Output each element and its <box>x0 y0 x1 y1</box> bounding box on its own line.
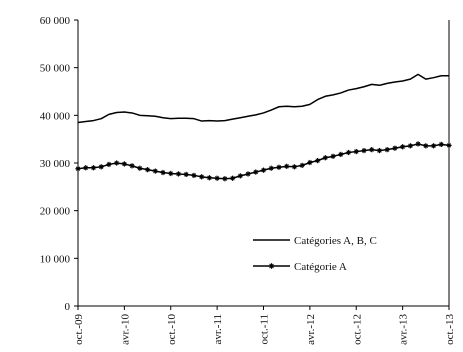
x-tick-label: avr.-10 <box>119 314 131 345</box>
series-1-point <box>369 147 375 153</box>
series-1-point <box>90 165 97 171</box>
y-tick-label: 0 <box>65 301 71 313</box>
series-1-point <box>175 171 182 177</box>
series-1-point <box>415 141 421 147</box>
series-1-point <box>253 169 259 175</box>
y-tick-label: 40 000 <box>40 110 71 122</box>
y-axis-ticks: 0 10 000 20 000 30 000 40 000 50 000 60 000 <box>40 15 78 313</box>
series-1-point <box>229 175 236 181</box>
x-tick-label: oct.-09 <box>73 314 85 345</box>
series-1-point <box>338 151 344 158</box>
series-1-point <box>423 143 429 149</box>
legend-label-series-0: Catégories A, B, C <box>294 235 377 247</box>
legend: Catégories A, B, C Catégorie A <box>253 235 377 273</box>
x-tick-label: oct.-11 <box>259 314 271 344</box>
y-tick-label: 30 000 <box>40 158 71 170</box>
series-1-point <box>392 145 398 151</box>
series-1-point <box>438 141 444 148</box>
series-1-point <box>98 164 104 170</box>
series-1-point <box>121 161 127 167</box>
plot-frame <box>77 20 450 307</box>
series-1-point <box>430 143 437 149</box>
series-1-point <box>245 171 251 177</box>
series-1-point <box>214 175 220 181</box>
series-1-point <box>222 176 228 182</box>
series-1-point <box>129 163 135 169</box>
legend-label-series-1: Catégorie A <box>294 261 347 273</box>
series-1-point <box>446 142 452 148</box>
series-1-point <box>237 173 243 179</box>
series-1-point <box>284 163 290 169</box>
x-tick-label: oct.-12 <box>351 314 363 345</box>
series-1-point <box>407 143 413 149</box>
y-tick-label: 60 000 <box>40 15 71 27</box>
series-1-point <box>160 169 166 176</box>
series-1-point <box>353 148 359 155</box>
x-axis-ticks: oct.-09 avr.-10 oct.-10 avr.-11 oct.-11 avr.-… <box>73 306 456 345</box>
series-1-point <box>152 168 158 174</box>
series-line-0 <box>77 73 449 124</box>
series-1-point <box>114 160 120 166</box>
y-tick-label: 20 000 <box>40 206 71 218</box>
series-1-point <box>291 164 298 170</box>
x-tick-label: avr.-12 <box>305 314 317 345</box>
series-1-point <box>345 149 352 156</box>
legend-star-marker <box>268 263 275 269</box>
series-1-point <box>260 167 267 173</box>
x-tick-label: oct.-13 <box>444 314 456 345</box>
series-1-point <box>376 148 383 154</box>
x-tick-label: avr.-11 <box>212 314 224 344</box>
series-1-point <box>106 161 112 168</box>
series-1-point <box>307 159 313 166</box>
series-1-point <box>144 167 151 173</box>
series-1-point <box>191 172 197 178</box>
series-1-point <box>384 147 390 153</box>
series-1-point <box>168 170 174 177</box>
series-1-point <box>400 144 406 150</box>
x-tick-label: oct.-10 <box>166 314 178 345</box>
series-1-point <box>75 166 81 172</box>
legend-marker-series-1 <box>268 263 275 269</box>
x-tick-label: avr.-13 <box>398 314 410 345</box>
series-1-point <box>83 165 89 171</box>
series-1-point <box>330 153 336 159</box>
y-tick-label: 50 000 <box>40 63 71 75</box>
series-1-point <box>315 158 321 164</box>
series-1-point <box>183 171 189 178</box>
y-tick-label: 10 000 <box>40 253 71 265</box>
series-1-point <box>137 165 143 171</box>
series-1-point <box>276 164 282 170</box>
series-1-point <box>361 148 367 154</box>
series-1-point <box>206 175 212 181</box>
series-1-point <box>268 165 274 171</box>
series-1-point <box>199 174 205 180</box>
series-layer <box>75 73 452 182</box>
series-1-point <box>299 162 305 168</box>
series-1-point <box>322 155 328 161</box>
